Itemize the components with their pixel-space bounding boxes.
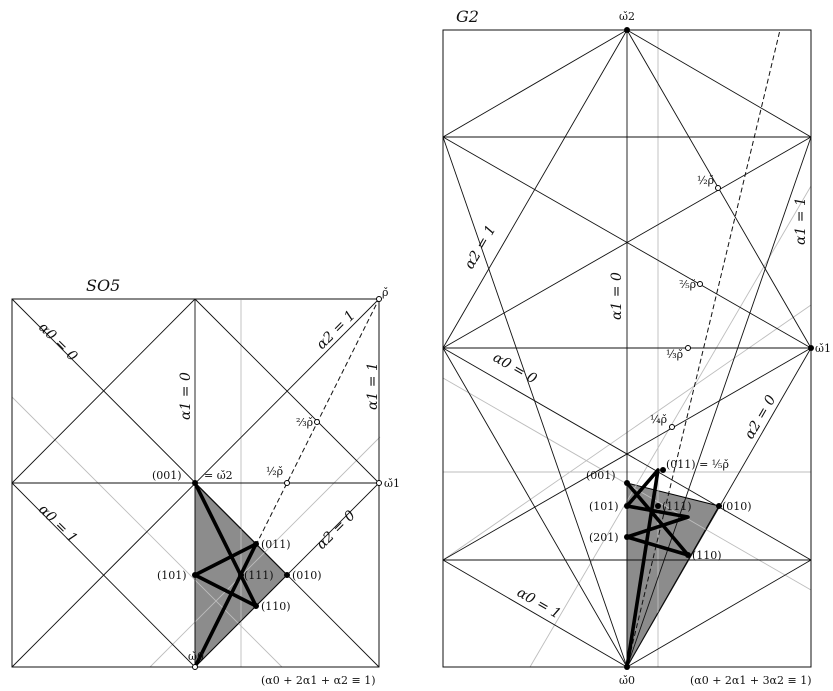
so5-node-011 — [253, 541, 259, 547]
g2-mirror-13 — [442, 559, 628, 668]
g2-node-w1 — [808, 345, 814, 351]
g2-label-011: (011) = ⅕ρ̌ — [666, 458, 729, 471]
g2-node-111 — [655, 503, 661, 509]
g2-label-alpha0-1: α0 = 1 — [514, 585, 563, 623]
so5-node-rho — [376, 296, 382, 302]
so5-label-010: (010) — [292, 569, 322, 582]
so5-label-rho: ρ̌ — [382, 286, 388, 299]
so5-label-eq-w2: = ω̌2 — [204, 469, 233, 482]
g2-node-101 — [624, 503, 630, 509]
g2-node-011 — [660, 467, 666, 473]
g2-label-alpha0-0: α0 = 0 — [490, 350, 540, 388]
g2-mirror-12 — [626, 29, 812, 138]
g2-normalization: (α0 + 2α1 + 3α2 ≡ 1) — [690, 674, 812, 687]
g2-label-201: (201) — [589, 531, 619, 544]
so5-label-alpha0-1: α0 = 1 — [35, 502, 80, 547]
so5-label-w1: ω̌1 — [384, 477, 400, 490]
g2-mirror-14 — [626, 559, 812, 668]
so5-label-011: (011) — [261, 538, 291, 551]
so5-label-001: (001) — [152, 469, 182, 482]
so5-label-110: (110) — [261, 600, 291, 613]
g2-node-half-rho — [715, 185, 721, 191]
so5-node-110 — [253, 603, 259, 609]
g2-mirror-15 — [626, 136, 812, 668]
g2-node-w0 — [624, 664, 630, 670]
so5-label-two-thirds-rho: ⅔ρ̌ — [296, 416, 313, 429]
so5-normalization: (α0 + 2α1 + α2 ≡ 1) — [261, 674, 376, 687]
so5-node-two-thirds-rho — [314, 419, 320, 425]
g2-label-alpha2-1: α2 = 1 — [462, 223, 500, 272]
so5-node-w1 — [376, 480, 382, 486]
g2-mirror-16 — [442, 136, 628, 668]
g2-title: G2 — [456, 7, 479, 26]
so5-label-111: (111) — [244, 569, 274, 582]
so5-node-w0 — [192, 664, 198, 670]
g2-label-two-fifths-rho: ⅖ρ̌ — [679, 278, 696, 291]
so5-label-half-rho: ½ρ̌ — [266, 465, 283, 478]
so5-node-101 — [192, 572, 198, 578]
g2-mirror-8 — [442, 347, 812, 561]
so5-label-alpha1-0: α1 = 0 — [178, 372, 194, 420]
g2-node-third-rho — [685, 345, 691, 351]
g2-mirror-11 — [442, 29, 628, 138]
g2-label-101: (101) — [589, 500, 619, 513]
g2-node-010 — [716, 503, 722, 509]
so5-label-101: (101) — [157, 569, 187, 582]
so5-light-diag-2 — [149, 436, 381, 668]
so5-label-alpha1-1: α1 = 1 — [365, 362, 381, 410]
so5-label-w0: ω̌0 — [188, 650, 204, 663]
g2-node-001 — [624, 480, 630, 486]
so5-node-010 — [284, 572, 290, 578]
g2-label-alpha1-0: α1 = 0 — [609, 272, 625, 320]
so5-label-alpha2-1: α2 = 1 — [314, 308, 359, 353]
g2-label-001: (001) — [586, 469, 616, 482]
so5-label-alpha0-0: α0 = 0 — [35, 320, 80, 365]
g2-label-010: (010) — [722, 500, 752, 513]
g2-label-alpha1-1: α1 = 1 — [793, 197, 809, 245]
so5-panel: SO5 α0 = 0 α0 = 1 α1 = 0 α1 = 1 α2 = 1 α… — [11, 276, 400, 687]
g2-label-third-rho: ⅓ρ̌ — [666, 348, 683, 361]
g2-mirror-1 — [442, 29, 628, 349]
g2-node-110 — [685, 552, 691, 558]
g2-label-w0: ω̌0 — [619, 674, 635, 687]
g2-rho-line — [626, 29, 781, 668]
g2-label-w1: ω̌1 — [815, 342, 831, 355]
g2-node-two-fifths-rho — [697, 281, 703, 287]
g2-label-110: (110) — [692, 549, 722, 562]
g2-label-half-rho: ½ρ̌ — [697, 174, 714, 187]
g2-node-w2 — [624, 27, 630, 33]
g2-label-alpha2-0: α2 = 0 — [742, 392, 780, 442]
so5-node-001 — [192, 480, 198, 486]
g2-node-quarter-rho — [669, 424, 675, 430]
g2-panel: G2 α2 = 1 α1 = 1 α1 = 0 α0 = 0 α2 = 0 α0… — [442, 7, 831, 687]
so5-node-111 — [238, 572, 244, 578]
g2-label-111: (111) — [662, 500, 692, 513]
g2-label-w2: ω̌2 — [619, 10, 635, 23]
so5-label-alpha2-0: α2 = 0 — [314, 508, 359, 553]
so5-title: SO5 — [86, 276, 120, 295]
so5-node-half-rho — [284, 480, 290, 486]
g2-label-quarter-rho: ¼ρ̌ — [650, 413, 667, 426]
g2-node-201 — [624, 534, 630, 540]
